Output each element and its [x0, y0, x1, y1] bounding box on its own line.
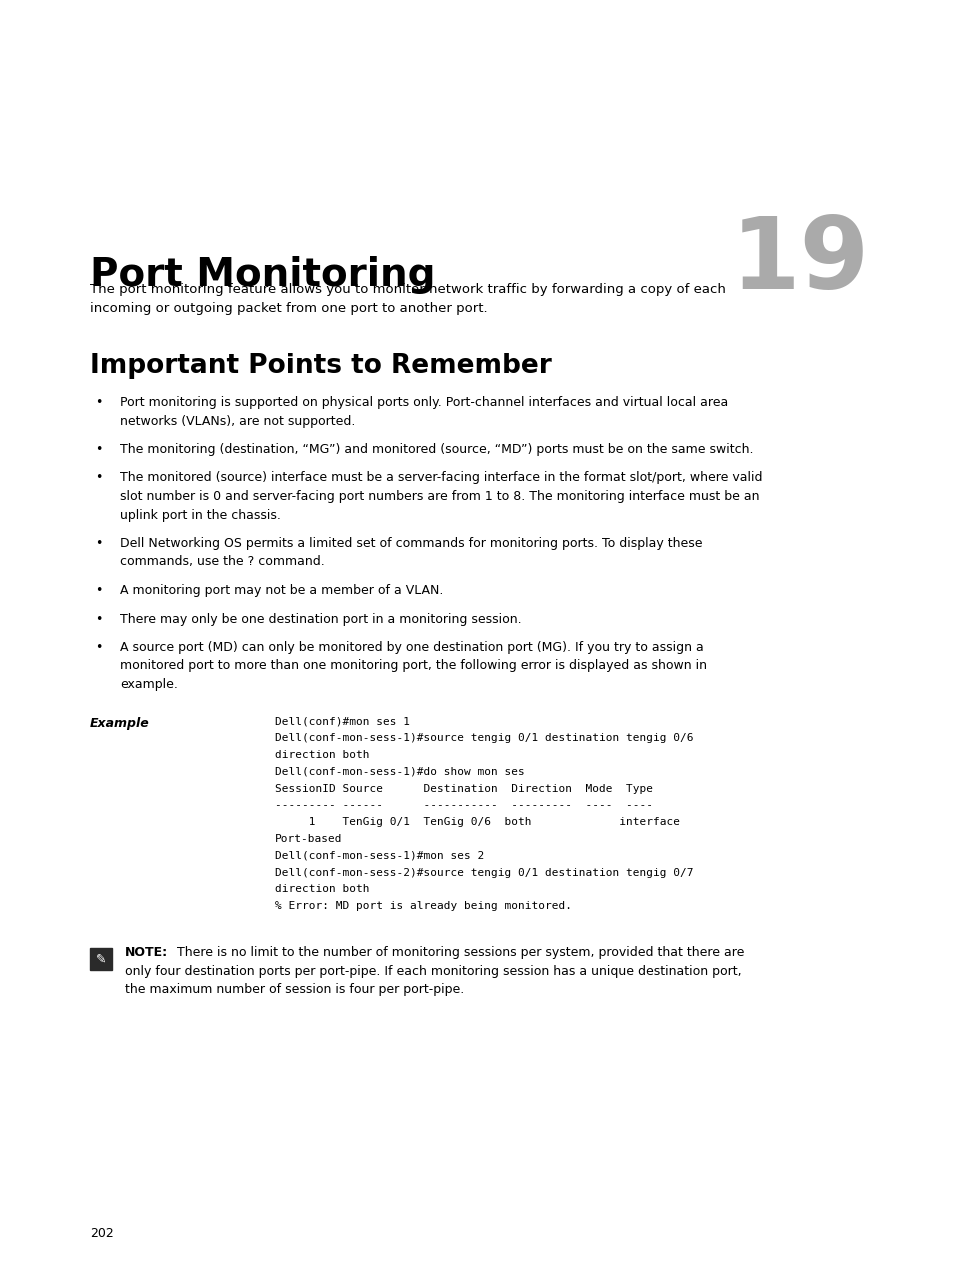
- Text: example.: example.: [120, 678, 177, 691]
- Text: uplink port in the chassis.: uplink port in the chassis.: [120, 508, 280, 521]
- Text: •: •: [95, 642, 102, 654]
- Text: A monitoring port may not be a member of a VLAN.: A monitoring port may not be a member of…: [120, 585, 443, 597]
- Text: 19: 19: [730, 213, 869, 309]
- Text: Dell(conf-mon-sess-1)#mon ses 2: Dell(conf-mon-sess-1)#mon ses 2: [274, 851, 484, 861]
- Text: --------- ------      -----------  ---------  ----  ----: --------- ------ ----------- --------- -…: [274, 800, 652, 810]
- Text: The monitoring (destination, “MG”) and monitored (source, “MD”) ports must be on: The monitoring (destination, “MG”) and m…: [120, 443, 753, 456]
- Text: the maximum number of session is four per port-pipe.: the maximum number of session is four pe…: [125, 983, 464, 997]
- Text: Dell(conf)#mon ses 1: Dell(conf)#mon ses 1: [274, 716, 410, 727]
- Text: slot number is 0 and server-facing port numbers are from 1 to 8. The monitoring : slot number is 0 and server-facing port …: [120, 489, 759, 503]
- Text: direction both: direction both: [274, 751, 369, 760]
- Text: •: •: [95, 585, 102, 597]
- Text: The port monitoring feature allows you to monitor network traffic by forwarding : The port monitoring feature allows you t…: [90, 283, 725, 295]
- Text: A source port (MD) can only be monitored by one destination port (MG). If you tr: A source port (MD) can only be monitored…: [120, 642, 703, 654]
- Text: Example: Example: [90, 716, 150, 729]
- Text: monitored port to more than one monitoring port, the following error is displaye: monitored port to more than one monitori…: [120, 659, 706, 672]
- Text: •: •: [95, 443, 102, 456]
- Text: NOTE:: NOTE:: [125, 946, 168, 959]
- Text: ✎: ✎: [95, 952, 106, 966]
- Text: direction both: direction both: [274, 885, 369, 894]
- Text: •: •: [95, 472, 102, 484]
- Text: only four destination ports per port-pipe. If each monitoring session has a uniq: only four destination ports per port-pip…: [125, 965, 740, 978]
- Text: 202: 202: [90, 1227, 113, 1240]
- Text: There is no limit to the number of monitoring sessions per system, provided that: There is no limit to the number of monit…: [172, 946, 743, 959]
- Text: •: •: [95, 538, 102, 550]
- Text: Important Points to Remember: Important Points to Remember: [90, 353, 551, 379]
- Text: Dell(conf-mon-sess-1)#source tengig 0/1 destination tengig 0/6: Dell(conf-mon-sess-1)#source tengig 0/1 …: [274, 733, 693, 743]
- Text: Dell(conf-mon-sess-2)#source tengig 0/1 destination tengig 0/7: Dell(conf-mon-sess-2)#source tengig 0/1 …: [274, 867, 693, 877]
- Text: The monitored (source) interface must be a server-facing interface in the format: The monitored (source) interface must be…: [120, 472, 761, 484]
- Text: Port monitoring is supported on physical ports only. Port-channel interfaces and: Port monitoring is supported on physical…: [120, 396, 727, 410]
- Text: There may only be one destination port in a monitoring session.: There may only be one destination port i…: [120, 612, 521, 625]
- Text: Dell(conf-mon-sess-1)#do show mon ses: Dell(conf-mon-sess-1)#do show mon ses: [274, 767, 524, 777]
- Text: Port-based: Port-based: [274, 834, 342, 844]
- FancyBboxPatch shape: [90, 948, 112, 970]
- Text: •: •: [95, 612, 102, 625]
- Text: % Error: MD port is already being monitored.: % Error: MD port is already being monito…: [274, 902, 572, 912]
- Text: Port Monitoring: Port Monitoring: [90, 256, 435, 294]
- Text: SessionID Source      Destination  Direction  Mode  Type: SessionID Source Destination Direction M…: [274, 784, 652, 794]
- Text: networks (VLANs), are not supported.: networks (VLANs), are not supported.: [120, 415, 355, 427]
- Text: incoming or outgoing packet from one port to another port.: incoming or outgoing packet from one por…: [90, 302, 487, 314]
- Text: •: •: [95, 396, 102, 410]
- Text: Dell Networking OS permits a limited set of commands for monitoring ports. To di: Dell Networking OS permits a limited set…: [120, 538, 701, 550]
- Text: 1    TenGig 0/1  TenGig 0/6  both             interface: 1 TenGig 0/1 TenGig 0/6 both interface: [274, 818, 679, 827]
- Text: commands, use the ? command.: commands, use the ? command.: [120, 555, 324, 568]
